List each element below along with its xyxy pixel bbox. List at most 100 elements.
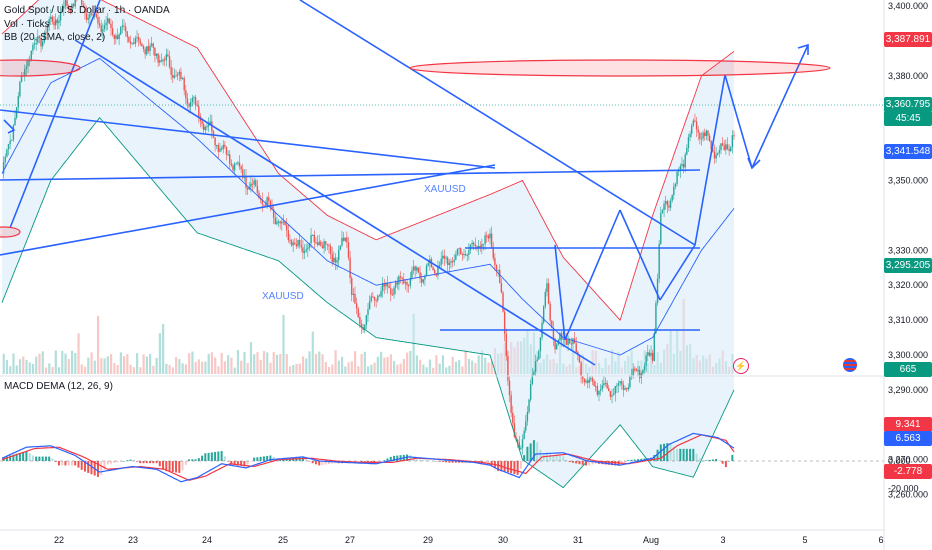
candle-body xyxy=(134,38,137,44)
candle-body xyxy=(624,388,626,390)
candle-body xyxy=(645,355,647,366)
candle-body xyxy=(621,381,623,385)
macd-histogram-bar xyxy=(249,461,252,462)
macd-histogram-bar xyxy=(656,449,659,461)
candle-body xyxy=(731,135,734,148)
candle-body xyxy=(263,204,265,206)
candle-body xyxy=(598,390,600,395)
candle-body xyxy=(616,385,618,387)
volume-bar xyxy=(158,333,161,374)
macd-histogram-bar xyxy=(545,454,548,461)
candle-body xyxy=(474,244,477,247)
candle-body xyxy=(383,283,385,287)
macd-histogram-bar xyxy=(715,459,718,461)
candle-body xyxy=(183,78,185,91)
candle-body xyxy=(69,8,72,13)
macd-histogram-bar xyxy=(588,461,591,466)
candle-body xyxy=(583,379,586,383)
volume-bar xyxy=(318,351,321,374)
candle-body xyxy=(347,242,350,258)
volume-bar xyxy=(393,361,396,374)
candle-body xyxy=(102,29,104,32)
candle-body xyxy=(9,140,11,144)
candle-body xyxy=(107,18,109,23)
drawings-layer[interactable] xyxy=(0,0,884,366)
macd-histogram-bar xyxy=(246,461,249,465)
macd-histogram-bar xyxy=(705,460,708,461)
candle-body xyxy=(341,237,343,246)
candle-body xyxy=(160,60,163,62)
candle-body xyxy=(181,78,184,80)
candle-body xyxy=(67,5,70,9)
candle-body xyxy=(339,245,342,250)
volume-bar xyxy=(18,359,22,374)
volume-bar xyxy=(236,350,240,374)
candle-body xyxy=(676,171,678,184)
us-flag-icon[interactable] xyxy=(843,358,857,372)
volume-bar xyxy=(438,363,441,374)
candle-body xyxy=(399,276,402,278)
volume-bar xyxy=(340,356,344,374)
macd-histogram-bar xyxy=(80,461,83,470)
macd-histogram-bar xyxy=(5,456,8,461)
candle-body xyxy=(604,382,607,384)
volume-bar xyxy=(360,353,363,374)
volume-bar xyxy=(474,362,477,374)
volume-bar xyxy=(448,365,451,374)
volume-bar xyxy=(425,367,428,374)
candle-body xyxy=(393,287,395,295)
candle-body xyxy=(486,235,488,237)
candle-body xyxy=(507,356,509,381)
candle-body xyxy=(28,60,31,62)
candle-body xyxy=(51,16,54,22)
candle-body xyxy=(404,282,407,284)
volume-bar xyxy=(367,366,370,374)
candle-body xyxy=(133,42,135,44)
volume-bar xyxy=(2,353,5,374)
macd-histogram-bar xyxy=(262,456,265,461)
macd-histogram-bar xyxy=(139,461,142,464)
candle-body xyxy=(377,295,379,301)
candle-body xyxy=(516,439,519,443)
candle-body xyxy=(412,266,415,271)
candle-body xyxy=(58,20,60,24)
macd-histogram-bar xyxy=(490,461,493,466)
candle-body xyxy=(131,42,133,44)
macd-histogram-bar xyxy=(35,456,38,461)
candle-body xyxy=(331,253,333,263)
macd-histogram-bar xyxy=(532,440,535,461)
macd-histogram-bar xyxy=(25,451,28,461)
macd-histogram-bar xyxy=(129,459,132,461)
candle-body xyxy=(154,47,156,56)
trend-line xyxy=(0,164,496,256)
candle-body xyxy=(629,376,631,388)
candle-body xyxy=(500,283,503,293)
macd-histogram-bar xyxy=(100,461,103,475)
candle-body xyxy=(196,104,198,107)
candle-body xyxy=(258,192,260,198)
candle-body xyxy=(297,239,299,247)
macd-histogram-bar xyxy=(529,443,532,461)
trend-line xyxy=(0,109,496,169)
candle-body xyxy=(287,230,289,240)
candle-body xyxy=(253,180,255,185)
macd-histogram-bar xyxy=(565,459,568,461)
trend-line xyxy=(0,169,701,181)
macd-histogram-bar xyxy=(454,461,457,463)
macd-histogram-bar xyxy=(116,461,119,463)
candle-body xyxy=(656,278,659,304)
volume-bar xyxy=(422,364,425,374)
macd-histogram-bar xyxy=(83,461,86,472)
macd-histogram-bar xyxy=(70,461,73,466)
candle-body xyxy=(266,197,268,206)
volume-bar xyxy=(83,366,87,374)
volume-bar xyxy=(28,362,31,374)
candle-body xyxy=(373,296,376,301)
macd-histogram-bar xyxy=(698,458,701,461)
chart-title: Gold Spot / U.S. Dollar · 1h · OANDA xyxy=(4,5,170,16)
candle-body xyxy=(242,169,244,178)
volume-bar xyxy=(295,363,298,374)
lightning-icon[interactable]: ⚡ xyxy=(733,358,749,374)
candle-body xyxy=(394,282,397,288)
